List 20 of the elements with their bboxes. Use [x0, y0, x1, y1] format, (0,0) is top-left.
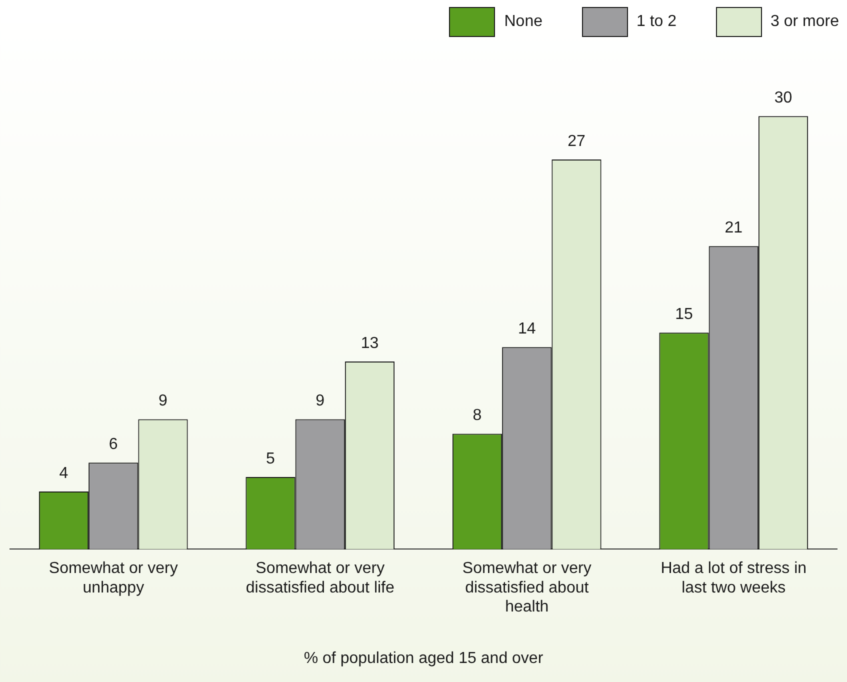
data-label: 9 — [316, 392, 325, 410]
x-tick-label: Somewhat or very unhappy — [48, 560, 178, 596]
data-label: 9 — [158, 392, 168, 410]
x-tick-label: Had a lot of stress in last two weeks — [660, 560, 807, 596]
x-tick-label: Somewhat or very dissatisfied about health — [462, 560, 592, 616]
data-label: 21 — [724, 219, 743, 236]
data-label: 13 — [360, 334, 379, 352]
x-tick-label: Somewhat or very dissatisfied about life — [246, 560, 394, 596]
legend-label: None — [504, 13, 542, 31]
x-axis-title: % of population aged 15 and over — [304, 650, 544, 667]
data-label: 14 — [518, 320, 536, 338]
data-label: 8 — [472, 407, 482, 424]
data-label: 6 — [108, 436, 118, 453]
legend-label: 1 to 2 — [636, 13, 677, 31]
data-label: 27 — [568, 132, 586, 150]
data-label: 4 — [59, 464, 68, 482]
legend-label: 3 or more — [770, 13, 839, 31]
data-label: 15 — [675, 306, 694, 324]
data-label: 30 — [774, 90, 792, 107]
data-label: 5 — [266, 450, 276, 468]
